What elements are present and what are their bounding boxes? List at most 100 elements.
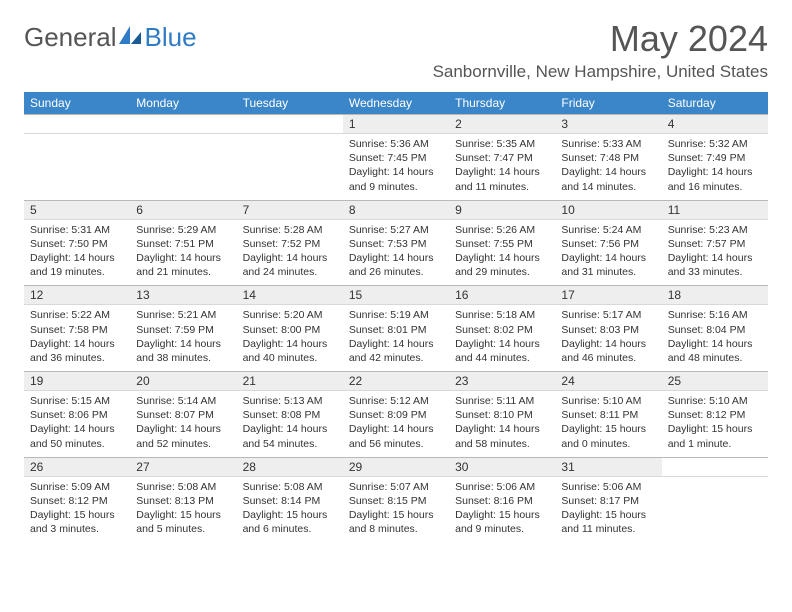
daylight-text: and 40 minutes.	[243, 351, 337, 365]
day-content-cell	[237, 134, 343, 201]
daylight-text: and 44 minutes.	[455, 351, 549, 365]
sunrise-text: Sunrise: 5:31 AM	[30, 223, 124, 237]
daylight-text: and 16 minutes.	[668, 180, 762, 194]
day-content-cell: Sunrise: 5:17 AMSunset: 8:03 PMDaylight:…	[555, 305, 661, 372]
day-content-cell: Sunrise: 5:14 AMSunset: 8:07 PMDaylight:…	[130, 391, 236, 458]
daylight-text: and 56 minutes.	[349, 437, 443, 451]
day-content-cell: Sunrise: 5:28 AMSunset: 7:52 PMDaylight:…	[237, 219, 343, 286]
sunset-text: Sunset: 8:15 PM	[349, 494, 443, 508]
day-content-row: Sunrise: 5:22 AMSunset: 7:58 PMDaylight:…	[24, 305, 768, 372]
daylight-text: Daylight: 14 hours	[561, 165, 655, 179]
day-content-cell: Sunrise: 5:13 AMSunset: 8:08 PMDaylight:…	[237, 391, 343, 458]
daylight-text: and 21 minutes.	[136, 265, 230, 279]
day-number-cell: 8	[343, 200, 449, 219]
logo: General Blue	[24, 22, 197, 53]
day-number-cell: 28	[237, 457, 343, 476]
day-number-cell: 5	[24, 200, 130, 219]
weekday-header: Thursday	[449, 92, 555, 115]
daylight-text: Daylight: 15 hours	[30, 508, 124, 522]
sunset-text: Sunset: 8:03 PM	[561, 323, 655, 337]
daylight-text: and 24 minutes.	[243, 265, 337, 279]
calendar-table: SundayMondayTuesdayWednesdayThursdayFrid…	[24, 92, 768, 542]
day-content-cell: Sunrise: 5:12 AMSunset: 8:09 PMDaylight:…	[343, 391, 449, 458]
day-content-cell	[130, 134, 236, 201]
daylight-text: Daylight: 14 hours	[668, 165, 762, 179]
daylight-text: Daylight: 14 hours	[30, 251, 124, 265]
daylight-text: and 50 minutes.	[30, 437, 124, 451]
day-content-cell: Sunrise: 5:07 AMSunset: 8:15 PMDaylight:…	[343, 476, 449, 542]
daylight-text: and 58 minutes.	[455, 437, 549, 451]
sunrise-text: Sunrise: 5:14 AM	[136, 394, 230, 408]
daylight-text: Daylight: 15 hours	[349, 508, 443, 522]
sunrise-text: Sunrise: 5:35 AM	[455, 137, 549, 151]
daylight-text: and 14 minutes.	[561, 180, 655, 194]
daylight-text: Daylight: 14 hours	[668, 337, 762, 351]
day-number-cell: 31	[555, 457, 661, 476]
daylight-text: Daylight: 14 hours	[30, 422, 124, 436]
sunrise-text: Sunrise: 5:27 AM	[349, 223, 443, 237]
daylight-text: and 46 minutes.	[561, 351, 655, 365]
sunset-text: Sunset: 8:10 PM	[455, 408, 549, 422]
day-number-cell: 4	[662, 115, 768, 134]
daylight-text: and 5 minutes.	[136, 522, 230, 536]
daylight-text: and 33 minutes.	[668, 265, 762, 279]
sunset-text: Sunset: 8:11 PM	[561, 408, 655, 422]
sunrise-text: Sunrise: 5:18 AM	[455, 308, 549, 322]
sail-icon	[117, 24, 143, 51]
sunrise-text: Sunrise: 5:06 AM	[455, 480, 549, 494]
sunrise-text: Sunrise: 5:21 AM	[136, 308, 230, 322]
daylight-text: and 3 minutes.	[30, 522, 124, 536]
sunset-text: Sunset: 8:02 PM	[455, 323, 549, 337]
day-content-row: Sunrise: 5:15 AMSunset: 8:06 PMDaylight:…	[24, 391, 768, 458]
day-number-cell: 24	[555, 372, 661, 391]
sunset-text: Sunset: 7:48 PM	[561, 151, 655, 165]
day-content-cell: Sunrise: 5:19 AMSunset: 8:01 PMDaylight:…	[343, 305, 449, 372]
day-content-cell: Sunrise: 5:11 AMSunset: 8:10 PMDaylight:…	[449, 391, 555, 458]
daylight-text: and 54 minutes.	[243, 437, 337, 451]
daylight-text: Daylight: 14 hours	[349, 337, 443, 351]
daylight-text: and 8 minutes.	[349, 522, 443, 536]
daylight-text: Daylight: 15 hours	[455, 508, 549, 522]
daylight-text: and 26 minutes.	[349, 265, 443, 279]
daylight-text: Daylight: 14 hours	[561, 251, 655, 265]
sunset-text: Sunset: 7:58 PM	[30, 323, 124, 337]
day-number-cell: 23	[449, 372, 555, 391]
day-number-cell: 16	[449, 286, 555, 305]
day-content-cell: Sunrise: 5:10 AMSunset: 8:11 PMDaylight:…	[555, 391, 661, 458]
day-number-row: 12131415161718	[24, 286, 768, 305]
location: Sanbornville, New Hampshire, United Stat…	[433, 62, 768, 82]
day-number-cell	[662, 457, 768, 476]
day-number-cell: 11	[662, 200, 768, 219]
daylight-text: Daylight: 14 hours	[349, 422, 443, 436]
day-content-cell: Sunrise: 5:08 AMSunset: 8:13 PMDaylight:…	[130, 476, 236, 542]
sunrise-text: Sunrise: 5:23 AM	[668, 223, 762, 237]
sunset-text: Sunset: 7:51 PM	[136, 237, 230, 251]
logo-text-general: General	[24, 22, 117, 53]
daylight-text: and 38 minutes.	[136, 351, 230, 365]
daylight-text: and 0 minutes.	[561, 437, 655, 451]
weekday-header: Tuesday	[237, 92, 343, 115]
sunrise-text: Sunrise: 5:08 AM	[243, 480, 337, 494]
sunset-text: Sunset: 8:14 PM	[243, 494, 337, 508]
sunset-text: Sunset: 7:53 PM	[349, 237, 443, 251]
sunset-text: Sunset: 8:12 PM	[668, 408, 762, 422]
sunset-text: Sunset: 8:13 PM	[136, 494, 230, 508]
day-number-cell	[130, 115, 236, 134]
day-number-cell: 10	[555, 200, 661, 219]
day-content-cell: Sunrise: 5:35 AMSunset: 7:47 PMDaylight:…	[449, 134, 555, 201]
day-number-row: 262728293031	[24, 457, 768, 476]
sunrise-text: Sunrise: 5:08 AM	[136, 480, 230, 494]
weekday-header: Wednesday	[343, 92, 449, 115]
sunset-text: Sunset: 8:09 PM	[349, 408, 443, 422]
month-title: May 2024	[433, 18, 768, 60]
sunrise-text: Sunrise: 5:33 AM	[561, 137, 655, 151]
weekday-header: Friday	[555, 92, 661, 115]
daylight-text: Daylight: 14 hours	[455, 422, 549, 436]
daylight-text: Daylight: 14 hours	[243, 251, 337, 265]
sunrise-text: Sunrise: 5:19 AM	[349, 308, 443, 322]
day-number-cell: 18	[662, 286, 768, 305]
day-content-cell: Sunrise: 5:06 AMSunset: 8:16 PMDaylight:…	[449, 476, 555, 542]
day-content-cell: Sunrise: 5:29 AMSunset: 7:51 PMDaylight:…	[130, 219, 236, 286]
daylight-text: Daylight: 14 hours	[136, 251, 230, 265]
daylight-text: Daylight: 15 hours	[561, 508, 655, 522]
